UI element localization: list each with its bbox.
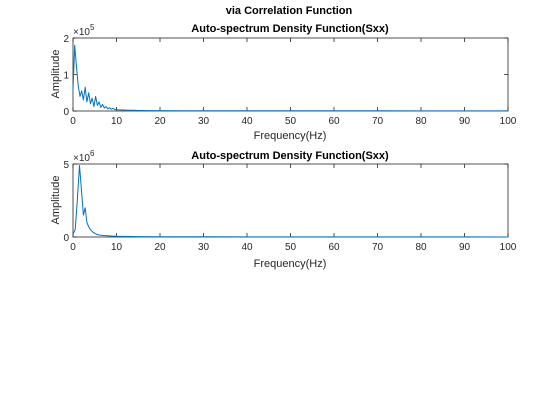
x-tick-label: 70 (372, 242, 384, 253)
x-tick-label: 80 (415, 116, 427, 127)
x-tick-label: 70 (372, 116, 384, 127)
x-tick-label: 90 (459, 242, 471, 253)
x-tick-label: 10 (111, 242, 123, 253)
subplot-1-ylabel: Amplitude (50, 50, 62, 99)
x-tick-label: 20 (154, 242, 166, 253)
subplot-1: Auto-spectrum Density Function(Sxx) ×105… (50, 23, 517, 142)
x-tick-label: 0 (70, 116, 76, 127)
y-tick-label: 1 (63, 71, 69, 82)
x-tick-label: 90 (459, 116, 471, 127)
x-tick-label: 100 (500, 242, 517, 253)
x-tick-label: 30 (198, 116, 210, 127)
subplot-1-series-line (72, 44, 508, 112)
subplot-1-xlabel: Frequency(Hz) (254, 130, 327, 142)
subplot-2-series-line (72, 165, 509, 238)
y-tick-label: 0 (63, 107, 69, 118)
subplot-1-title: Auto-spectrum Density Function(Sxx) (191, 23, 389, 35)
subplot-1-exponent: ×105 (73, 23, 95, 38)
figure-suptitle: via Correlation Function (226, 5, 353, 17)
x-tick-label: 80 (415, 242, 427, 253)
x-tick-label: 0 (70, 242, 76, 253)
subplot-2-xlabel: Frequency(Hz) (254, 258, 327, 270)
y-tick-label: 0 (63, 233, 69, 244)
x-tick-label: 60 (328, 242, 340, 253)
y-tick-label: 2 (63, 34, 69, 45)
subplot-2-ylabel: Amplitude (50, 176, 62, 225)
x-tick-label: 20 (154, 116, 166, 127)
y-tick-label: 5 (63, 160, 69, 171)
subplot-2: Auto-spectrum Density Function(Sxx) ×106… (50, 149, 517, 270)
subplot-2-exponent: ×106 (73, 149, 95, 164)
x-tick-label: 40 (241, 242, 253, 253)
x-tick-label: 60 (328, 116, 340, 127)
x-tick-label: 100 (500, 116, 517, 127)
subplot-1-axes-box (72, 37, 509, 112)
x-tick-label: 40 (241, 116, 253, 127)
x-tick-label: 50 (285, 116, 297, 127)
x-tick-label: 30 (198, 242, 210, 253)
subplot-2-axes-box (72, 163, 509, 238)
x-tick-label: 50 (285, 242, 297, 253)
x-tick-label: 10 (111, 116, 123, 127)
subplot-2-title: Auto-spectrum Density Function(Sxx) (191, 150, 389, 162)
